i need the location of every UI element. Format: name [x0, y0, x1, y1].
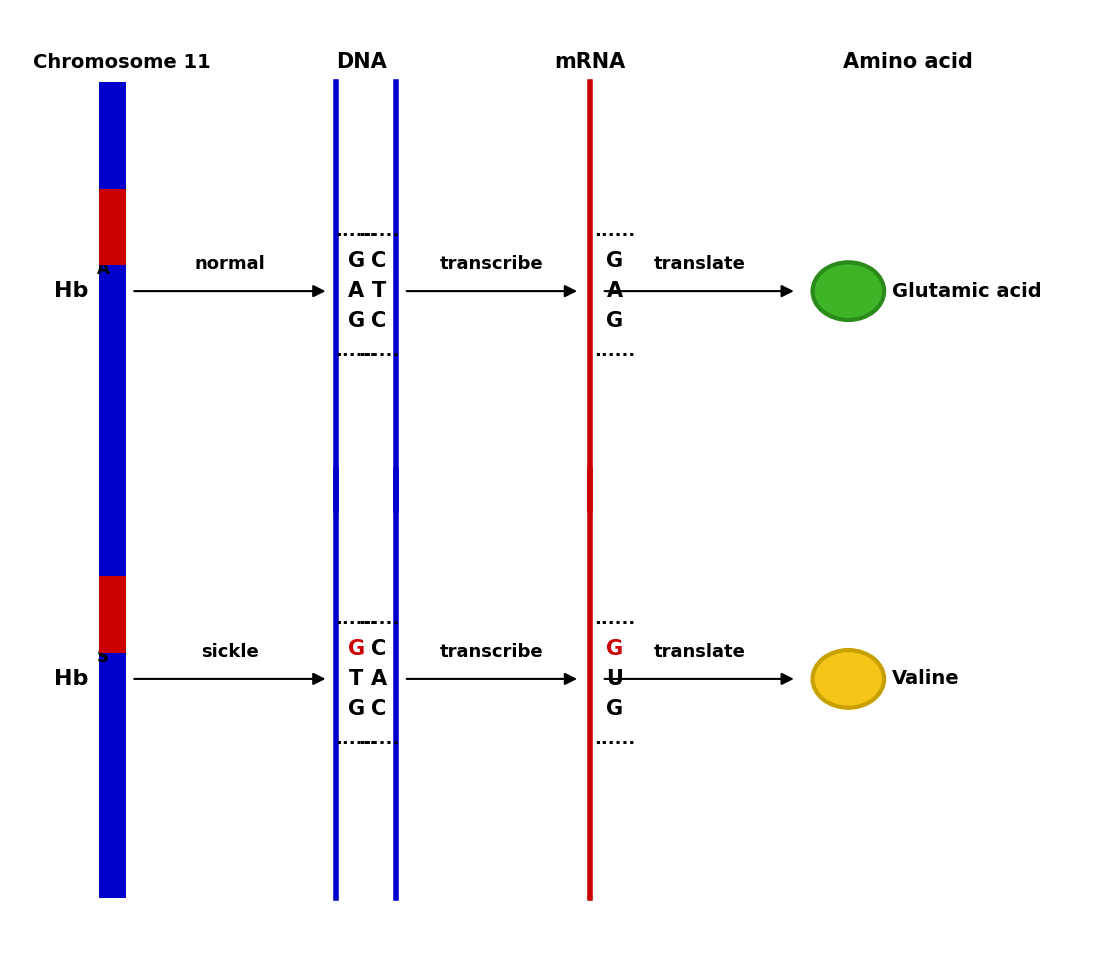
Text: A: A: [348, 281, 364, 302]
Text: G: G: [606, 699, 623, 718]
Text: G: G: [347, 311, 365, 331]
Text: G: G: [347, 251, 365, 271]
Text: mRNA: mRNA: [554, 53, 625, 72]
Text: ......: ......: [594, 342, 635, 360]
Text: ......: ......: [594, 610, 635, 629]
Text: G: G: [606, 251, 623, 271]
Text: G: G: [347, 699, 365, 718]
Text: translate: translate: [653, 643, 745, 661]
Text: Hb: Hb: [55, 281, 88, 302]
Text: ......: ......: [594, 223, 635, 240]
Text: C: C: [372, 639, 386, 659]
Text: T: T: [349, 669, 363, 689]
Ellipse shape: [812, 263, 884, 320]
Text: S: S: [96, 648, 109, 666]
Text: DNA: DNA: [336, 53, 386, 72]
Text: ......: ......: [358, 730, 400, 748]
Text: normal: normal: [195, 256, 265, 273]
Ellipse shape: [812, 650, 884, 708]
Text: Glutamic acid: Glutamic acid: [893, 282, 1042, 301]
Text: ......: ......: [336, 730, 376, 748]
Text: ......: ......: [358, 610, 400, 629]
Text: G: G: [347, 639, 365, 659]
Text: G: G: [606, 311, 623, 331]
Text: Valine: Valine: [893, 670, 960, 688]
Text: T: T: [372, 281, 386, 302]
Text: ......: ......: [336, 223, 376, 240]
Text: C: C: [372, 311, 386, 331]
Text: ......: ......: [358, 342, 400, 360]
Bar: [99, 82, 127, 509]
Text: translate: translate: [653, 256, 745, 273]
Text: transcribe: transcribe: [440, 643, 543, 661]
Text: Amino acid: Amino acid: [843, 53, 973, 72]
Bar: [99, 470, 127, 898]
Text: A: A: [607, 281, 623, 302]
Text: ......: ......: [594, 730, 635, 748]
Text: A: A: [96, 261, 110, 278]
Text: Hb: Hb: [55, 669, 88, 689]
Text: Chromosome 11: Chromosome 11: [32, 53, 211, 72]
Text: sickle: sickle: [200, 643, 259, 661]
Text: A: A: [371, 669, 388, 689]
Text: ......: ......: [358, 223, 400, 240]
Text: C: C: [372, 251, 386, 271]
Text: C: C: [372, 699, 386, 718]
Bar: [99, 577, 127, 653]
Text: ......: ......: [336, 342, 376, 360]
Text: transcribe: transcribe: [440, 256, 543, 273]
Text: ......: ......: [336, 610, 376, 629]
Bar: [99, 188, 127, 265]
Text: U: U: [606, 669, 623, 689]
Text: G: G: [606, 639, 623, 659]
